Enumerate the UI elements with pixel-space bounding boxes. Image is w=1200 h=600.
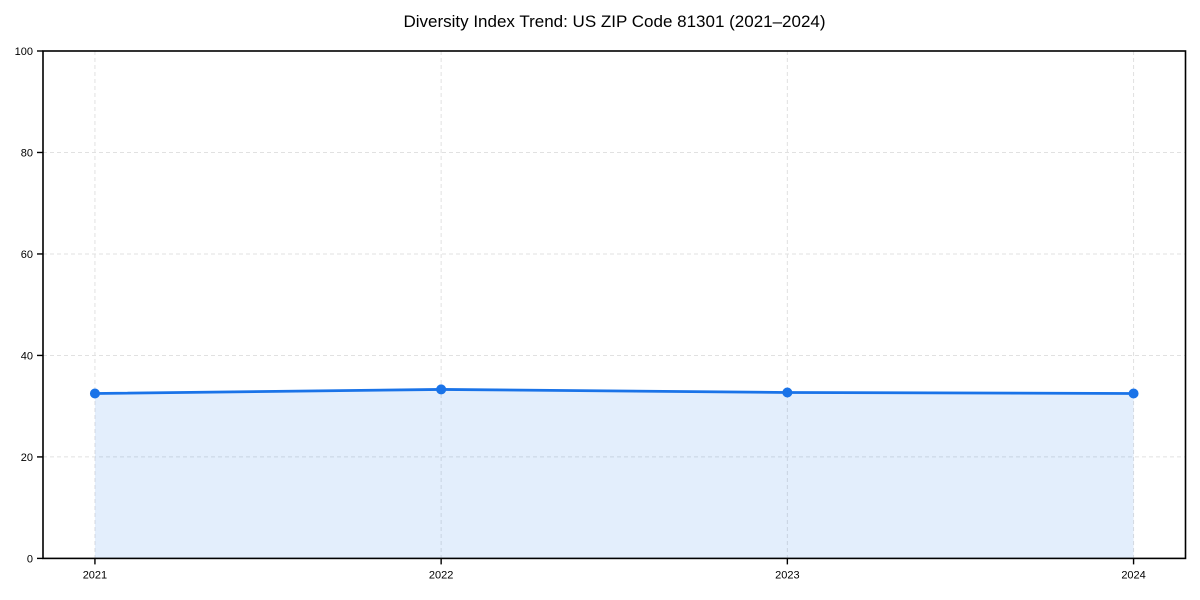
y-tick-label: 80 <box>21 147 33 159</box>
y-tick-label: 0 <box>27 553 33 565</box>
trend-line <box>93 388 1135 395</box>
chart-title: Diversity Index Trend: US ZIP Code 81301… <box>403 12 826 31</box>
area-fill <box>94 389 1134 559</box>
y-tick-label: 40 <box>21 350 33 362</box>
y-tick-label: 20 <box>21 452 33 464</box>
y-tick-label: 100 <box>15 46 33 58</box>
data-point-marker <box>436 384 447 395</box>
x-tick-label: 2021 <box>83 569 107 581</box>
data-point-marker <box>89 388 100 399</box>
x-tick-label: 2024 <box>1121 569 1145 581</box>
x-tick-label: 2022 <box>429 569 453 581</box>
axes-frame <box>42 50 1187 560</box>
y-tick-label: 60 <box>21 249 33 261</box>
x-tick-label: 2023 <box>775 569 799 581</box>
data-point-marker <box>782 387 793 398</box>
data-point-marker <box>1128 388 1139 399</box>
